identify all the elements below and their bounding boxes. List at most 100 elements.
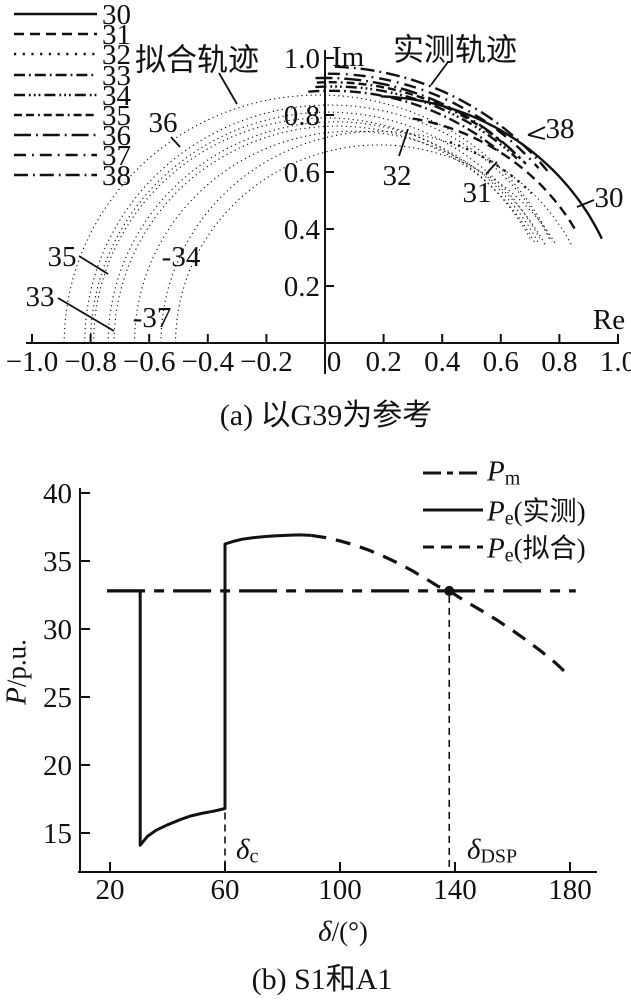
fitted-leader <box>218 72 238 105</box>
a-curve-label-32: 32 <box>383 160 412 192</box>
legend-item-pe-fitted: Pe(拟合) <box>487 526 586 567</box>
x-axis-title-b: δ/(°) <box>318 916 368 949</box>
a-curve-label-31: 31 <box>463 177 492 209</box>
measured-arc-38 <box>334 65 549 172</box>
legend-rest: (拟合) <box>513 533 586 564</box>
measured-leader <box>430 61 449 86</box>
b-y-tick-label: 20 <box>43 750 72 782</box>
a-y-tick-label: 0.2 <box>284 271 320 303</box>
b-curve-pe-fitted <box>311 533 572 678</box>
y-axis-units: /p.u. <box>1 639 32 688</box>
a-x-tick-label: 0.8 <box>541 346 577 378</box>
y-axis-symbol: P <box>0 687 33 705</box>
a-legend-label: 36 <box>102 120 131 152</box>
delta-dsp-label: δDSP <box>467 833 517 868</box>
delta-c-label: δc <box>236 833 258 868</box>
fitted-arc-32 <box>175 144 557 343</box>
a-y-tick-label: 0.6 <box>284 157 320 189</box>
b-x-tick-label: 140 <box>433 874 477 906</box>
measured-arc-31 <box>412 117 578 234</box>
fitted-arc-31 <box>160 130 574 344</box>
a-x-tick-label: −0.8 <box>64 346 117 378</box>
a-legend-label: 31 <box>102 19 131 51</box>
a-x-tick-label: 0 <box>327 346 342 378</box>
a-legend-label: 32 <box>102 39 131 71</box>
a-x-tick-label: −0.6 <box>123 346 176 378</box>
a-curve-label-33: 33 <box>26 281 55 313</box>
legend-symbol: P <box>487 532 505 565</box>
a-legend-label: 37 <box>102 140 131 172</box>
legend-subscript: e <box>504 507 514 530</box>
a-legend-label: 30 <box>102 0 131 31</box>
x-axis-symbol: δ <box>318 915 332 948</box>
leader-30 <box>576 199 595 208</box>
a-x-tick-label: 0.6 <box>483 346 519 378</box>
a-x-tick-label: −1.0 <box>6 346 59 378</box>
delta-subscript: DSP <box>480 845 518 868</box>
b-x-tick-label: 180 <box>548 874 592 906</box>
a-legend-label: 33 <box>102 60 131 92</box>
measured-arc-35 <box>316 81 522 160</box>
b-x-tick-label: 20 <box>96 874 125 906</box>
fitted-arc-36 <box>63 94 553 344</box>
a-legend-label: 35 <box>102 100 131 132</box>
b-y-tick-label: 40 <box>43 478 72 510</box>
x-axis-units: /(°) <box>331 916 368 947</box>
a-x-tick-label: 1.0 <box>600 346 631 378</box>
fitted-arc-38 <box>92 117 532 344</box>
fitted-arc-30 <box>133 130 547 344</box>
legend-subscript: m <box>504 467 521 490</box>
b-y-tick-label: 25 <box>43 682 72 714</box>
a-x-tick-label: −0.2 <box>240 346 293 378</box>
a-curve-label-35: 35 <box>48 241 77 273</box>
leader-38 <box>527 126 546 136</box>
fitted-arc-37 <box>107 121 539 344</box>
a-curve-label-38: 38 <box>546 113 575 145</box>
a-curve-label-37: -37 <box>133 302 172 334</box>
legend-item-pm: Pm <box>487 455 520 490</box>
b-y-tick-label: 35 <box>43 546 72 578</box>
caption-a: (a) 以G39为参考 <box>219 399 433 432</box>
a-legend-label: 38 <box>102 160 131 192</box>
a-curve-label-34: -34 <box>162 241 201 273</box>
measured-arc-33 <box>308 89 504 156</box>
y-axis-title-b: P/p.u. <box>1 639 34 705</box>
legend-symbol: P <box>487 495 505 528</box>
measured-arc-37 <box>327 72 540 169</box>
delta-symbol: δ <box>236 833 250 866</box>
b-y-tick-label: 30 <box>43 614 72 646</box>
b-x-tick-label: 60 <box>211 874 240 906</box>
delta-symbol: δ <box>467 833 481 866</box>
leader-33 <box>57 297 115 332</box>
legend-rest: (实测) <box>513 496 586 527</box>
leader-38 <box>527 134 546 140</box>
fitted-arc-34 <box>113 125 537 344</box>
a-x-tick-label: 0.2 <box>365 346 401 378</box>
measured-arc-34 <box>315 85 518 160</box>
delta-subscript: c <box>249 845 259 868</box>
a-re-axis-name: Re <box>593 304 625 336</box>
a-x-tick-label: −0.4 <box>181 346 234 378</box>
a-curve-label-30: 30 <box>595 182 624 214</box>
a-im-axis-name: Im <box>332 41 365 73</box>
b-curve-pe-measured <box>107 533 312 847</box>
a-x-tick-label: 0.4 <box>424 346 461 378</box>
caption-b: (b) S1和A1 <box>251 963 393 996</box>
legend-subscript: e <box>504 544 514 567</box>
leader-32 <box>398 128 409 157</box>
legend-symbol: P <box>487 455 505 488</box>
fitted-trajectory-label: 拟合轨迹 <box>135 42 259 78</box>
b-y-tick-label: 15 <box>43 818 72 850</box>
a-legend-label: 34 <box>102 80 132 112</box>
a-y-tick-label: 0.4 <box>284 214 321 246</box>
measured-trajectory-label: 实测轨迹 <box>393 32 517 68</box>
a-y-tick-label: 1.0 <box>284 43 320 75</box>
measured-arc-30 <box>380 95 603 240</box>
a-y-tick-label: 0.8 <box>284 100 320 132</box>
leader-35 <box>78 255 109 275</box>
b-x-tick-label: 100 <box>318 874 362 906</box>
leader-36 <box>170 136 181 148</box>
legend-item-pe-measured: Pe(实测) <box>487 489 586 530</box>
